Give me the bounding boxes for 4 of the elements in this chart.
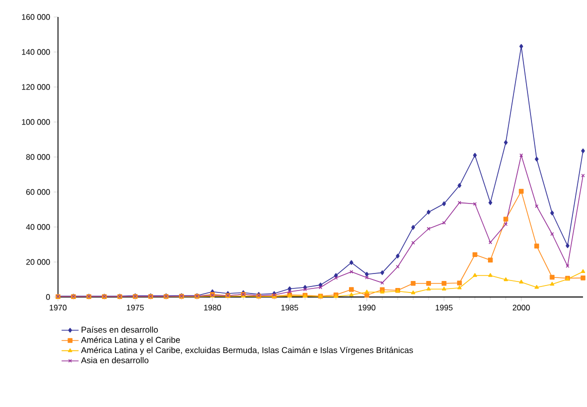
legend-label: América Latina y el Caribe: [81, 336, 180, 345]
legend-label: Asia en desarrollo: [81, 357, 148, 364]
legend-label: América Latina y el Caribe, excluidas Bermuda, Islas Caimán e Islas Vírgenes Británicas: [81, 346, 413, 355]
legend-label: Países en desarrollo: [82, 326, 158, 333]
